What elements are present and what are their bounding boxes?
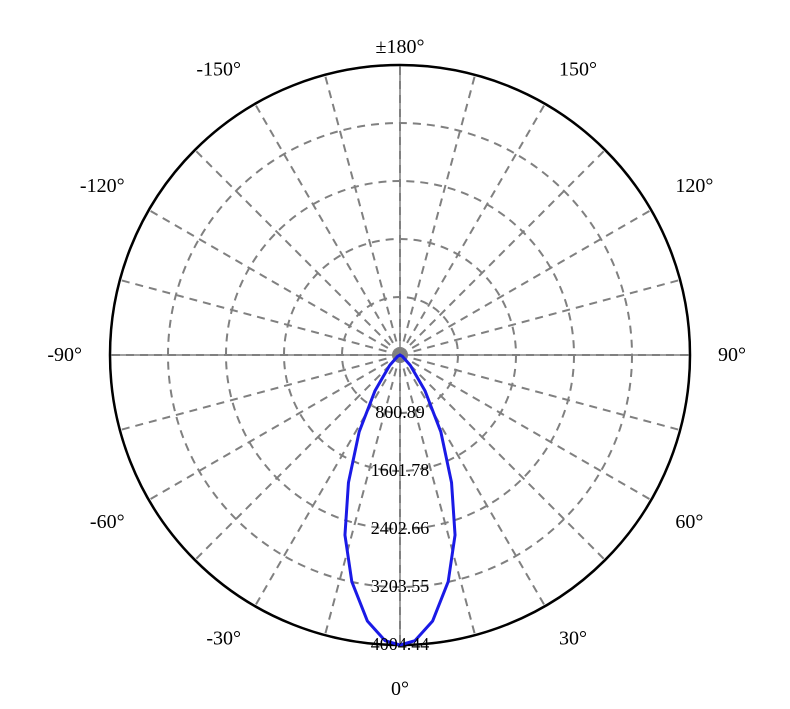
angle-label: 60° [675, 511, 703, 533]
radial-tick-label: 1601.78 [371, 460, 430, 480]
polar-chart: 800.89 1601.78 2402.66 3203.55 4004.44 0° 30° -… [0, 0, 790, 709]
angle-label: 120° [675, 175, 713, 197]
angle-label: -120° [80, 175, 125, 197]
angle-label: ±180° [376, 36, 425, 58]
radial-tick-label: 3203.55 [371, 576, 430, 596]
angle-label: 30° [559, 627, 587, 649]
radial-tick-label: 800.89 [375, 402, 425, 422]
radial-tick-label: 4004.44 [371, 634, 430, 654]
angle-label: -90° [47, 344, 82, 366]
radial-tick-label: 2402.66 [371, 518, 430, 538]
angle-label: -60° [90, 511, 125, 533]
angle-label: -30° [206, 627, 241, 649]
angle-label: 150° [559, 59, 597, 81]
angle-label: -150° [196, 59, 241, 81]
angle-label: 0° [391, 678, 409, 700]
angle-label: 90° [718, 344, 746, 366]
